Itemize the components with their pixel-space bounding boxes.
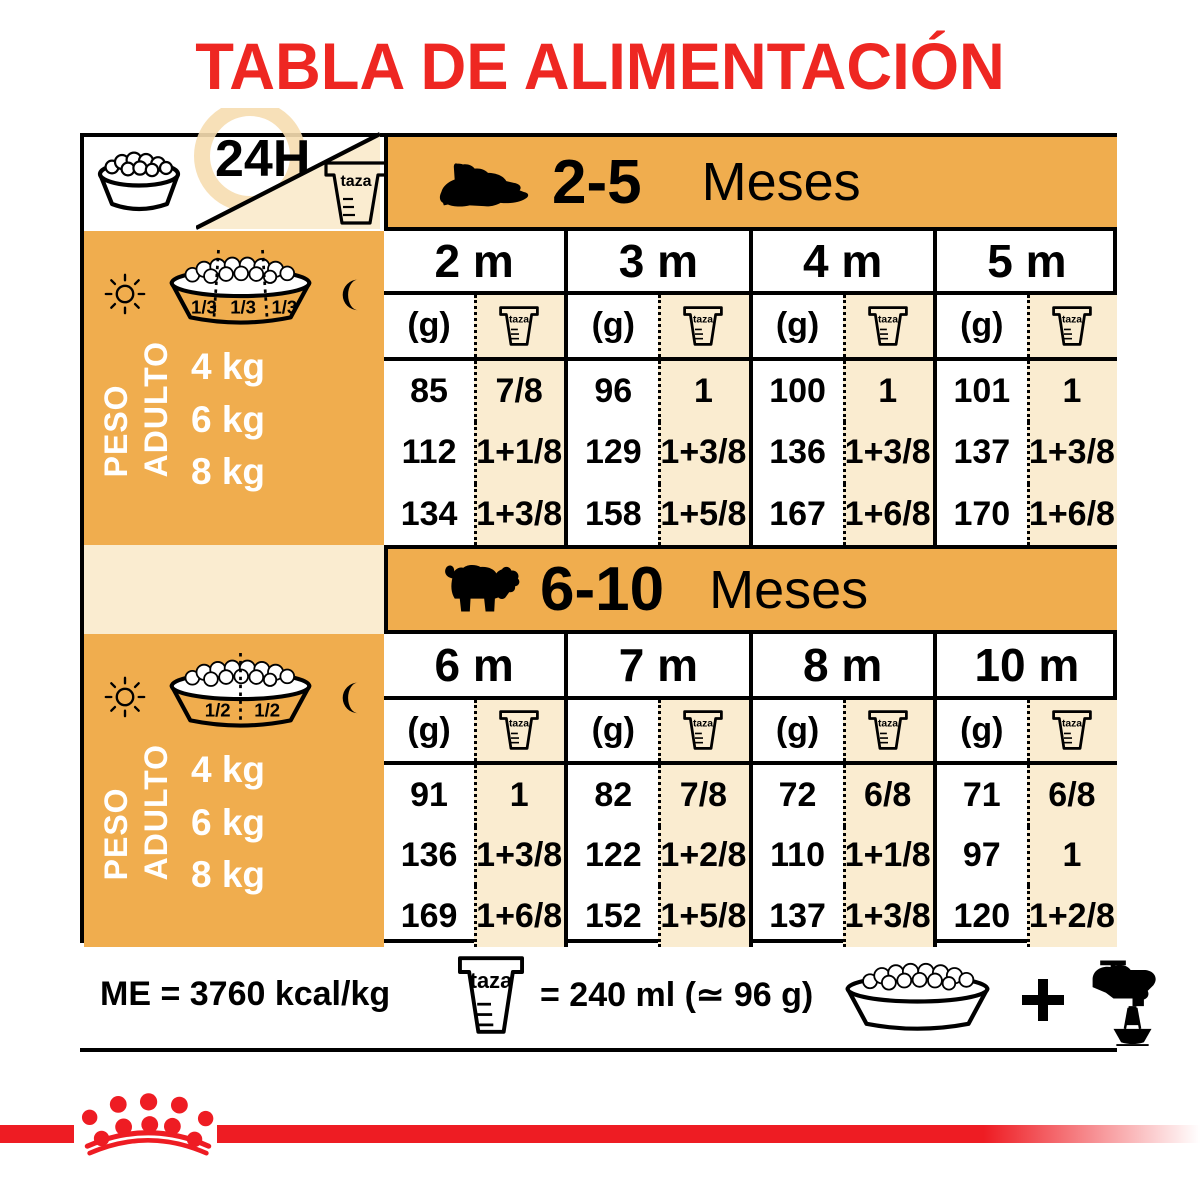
svg-text:taza: taza bbox=[509, 719, 529, 730]
svg-text:taza: taza bbox=[693, 314, 713, 325]
svg-text:1/2: 1/2 bbox=[254, 699, 280, 720]
svg-text:1/3: 1/3 bbox=[271, 296, 297, 317]
svg-text:taza: taza bbox=[693, 719, 713, 730]
svg-text:taza: taza bbox=[1062, 314, 1082, 325]
svg-text:taza: taza bbox=[509, 314, 529, 325]
svg-text:taza: taza bbox=[1062, 719, 1082, 730]
svg-text:taza: taza bbox=[470, 968, 513, 993]
svg-text:1/3: 1/3 bbox=[230, 296, 256, 317]
svg-text:1/3: 1/3 bbox=[191, 296, 217, 317]
svg-text:1/2: 1/2 bbox=[204, 699, 230, 720]
svg-text:taza: taza bbox=[878, 719, 898, 730]
svg-text:taza: taza bbox=[878, 314, 898, 325]
